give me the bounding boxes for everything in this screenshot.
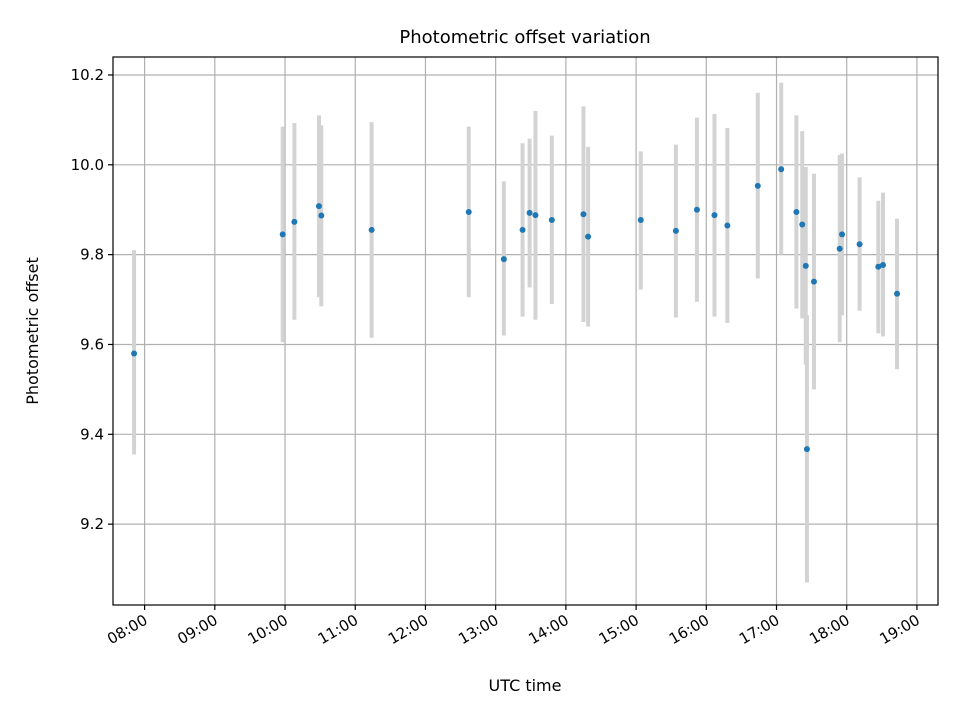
- data-point: [856, 241, 863, 248]
- plot-frame: [112, 56, 939, 606]
- y-tick-label: 10.2: [71, 66, 104, 84]
- data-point: [526, 209, 533, 216]
- data-point: [875, 263, 882, 270]
- data-point: [799, 221, 806, 228]
- data-point: [279, 231, 286, 238]
- data-point: [880, 261, 886, 268]
- data-point: [672, 227, 679, 234]
- data-point: [291, 218, 298, 225]
- chart-title: Photometric offset variation: [399, 27, 650, 48]
- data-point: [318, 212, 325, 219]
- data-point: [793, 208, 800, 215]
- data-point: [810, 278, 817, 285]
- data-point: [548, 217, 555, 224]
- data-point: [637, 217, 644, 224]
- data-point: [778, 166, 785, 173]
- data-point: [315, 203, 322, 210]
- data-point: [836, 245, 843, 252]
- axis-ticks: [108, 74, 918, 610]
- data-point: [532, 212, 539, 219]
- y-tick-label: 9.6: [80, 335, 104, 353]
- data-point: [711, 212, 718, 219]
- y-axis-title: Photometric offset: [23, 257, 42, 405]
- data-point: [519, 226, 526, 233]
- data-point: [585, 233, 592, 240]
- data-point: [802, 262, 809, 269]
- data-point: [580, 211, 587, 218]
- data-point: [724, 222, 731, 229]
- data-points: [131, 166, 901, 453]
- y-tick-label: 9.4: [80, 425, 104, 443]
- y-tick-label: 9.8: [80, 246, 104, 264]
- y-tick-label: 10.0: [71, 156, 104, 174]
- y-tick-labels: 9.2 9.4 9.6 9.8 10.0 10.2: [71, 66, 104, 533]
- data-point: [131, 350, 138, 357]
- data-point: [368, 226, 375, 233]
- x-axis-title: UTC time: [489, 676, 562, 695]
- data-point: [839, 231, 846, 238]
- data-point: [803, 446, 810, 453]
- y-tick-label: 9.2: [80, 515, 104, 533]
- data-point: [500, 256, 507, 263]
- data-point: [465, 208, 472, 215]
- data-point: [894, 290, 901, 297]
- data-point: [754, 182, 761, 189]
- data-point: [693, 206, 700, 213]
